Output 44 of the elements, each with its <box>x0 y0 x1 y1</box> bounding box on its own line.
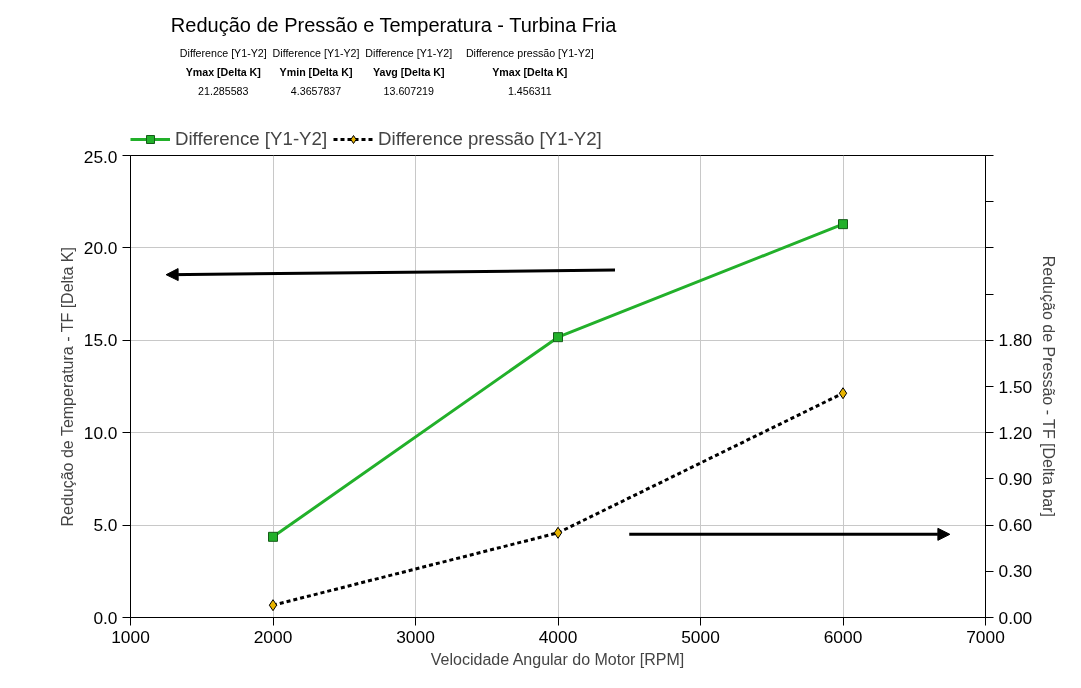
point <box>553 526 563 539</box>
legend-label: Difference pressão [Y1-Y2] <box>378 128 602 150</box>
point <box>553 332 563 343</box>
y2-tick-label: 0.90 <box>998 468 1033 489</box>
y-tick-label: 25.0 <box>83 146 118 167</box>
text: 4.3657837 <box>290 84 342 97</box>
y-tick-label: 5.0 <box>93 515 118 536</box>
text: Ymin [Delta K] <box>279 65 353 78</box>
point <box>268 531 278 542</box>
y2-tick-label: 1.20 <box>998 422 1033 443</box>
y2-tick-label: 0.60 <box>998 515 1033 536</box>
text: Ymax [Delta K] <box>492 65 568 78</box>
y2-tick-label: 0.30 <box>998 561 1033 582</box>
y2-tick-label: 1.80 <box>998 330 1033 351</box>
x-tick-label: 5000 <box>681 626 720 647</box>
x-tick-label: 4000 <box>538 626 578 647</box>
point <box>268 599 278 612</box>
text: Ymax [Delta K] <box>185 65 261 78</box>
text: 13.607219 <box>383 84 435 97</box>
text: Difference [Y1-Y2] <box>179 46 267 59</box>
text: Difference pressão [Y1-Y2] <box>465 46 594 59</box>
text: 1.456311 <box>507 84 552 97</box>
point <box>838 219 848 230</box>
text: Difference [Y1-Y2] <box>365 46 453 59</box>
y-tick-label: 15.0 <box>83 330 118 351</box>
y-axis-title: Redução de Temperatura - TF [Delta K] <box>58 247 76 527</box>
y-tick-label: 20.0 <box>83 237 118 258</box>
chart-title: Redução de Pressão e Temperatura - Turbina Fria <box>170 13 618 36</box>
x-tick-label: 2000 <box>253 626 293 647</box>
x-tick-label: 7000 <box>966 626 1005 647</box>
legend-label: Difference [Y1-Y2] <box>175 128 328 150</box>
x-tick-label: 6000 <box>823 626 863 647</box>
x-tick-label: 1000 <box>111 626 150 647</box>
x-axis-title: Velocidade Angular do Motor [RPM] <box>430 650 685 668</box>
y-tick-label: 0.0 <box>93 607 118 628</box>
y2-tick-label: 0.00 <box>998 607 1033 628</box>
y2-tick-label: 1.50 <box>998 376 1033 397</box>
y2-axis-title: Redução de Pressão - TF [Delta bar] <box>1040 255 1058 517</box>
y-tick-label: 10.0 <box>83 422 118 443</box>
x-tick-label: 3000 <box>396 626 435 647</box>
point <box>838 387 848 400</box>
text: 21.285583 <box>198 84 249 97</box>
text: Yavg [Delta K] <box>372 65 445 78</box>
text: Difference [Y1-Y2] <box>272 46 360 59</box>
